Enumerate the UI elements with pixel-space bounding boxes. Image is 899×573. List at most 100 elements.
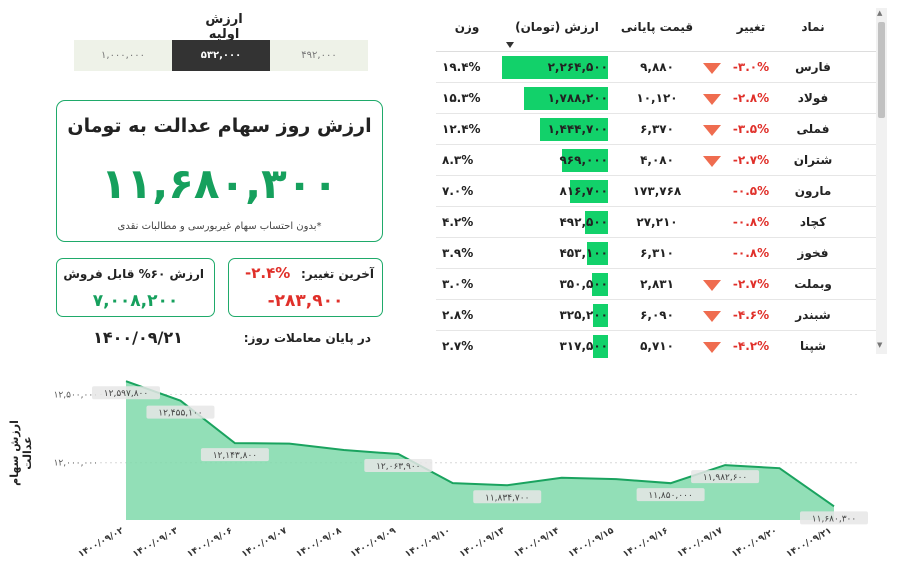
row-symbol[interactable]: فخوز [797,246,829,260]
row-price: ۶,۳۷۰ [640,122,674,136]
row-price: ۲۷,۲۱۰ [636,215,678,229]
row-change: -۳.۰% [732,60,770,74]
row-value: ۳۲۵,۲۰۰ [559,308,608,322]
row-value: ۳۵۰,۵۰۰ [559,277,608,291]
row-symbol[interactable]: کچاد [799,215,827,229]
table-scrollbar-thumb[interactable] [878,22,885,118]
data-label: ۱۱,۸۳۴,۷۰۰ [485,493,529,503]
row-change: -۲.۷% [732,277,770,291]
data-label: ۱۲,۴۵۵,۱۰۰ [158,409,202,419]
sellable-card: ارزش ۶۰% قابل فروش ۷,۰۰۸,۲۰۰ [56,258,215,317]
header-weight[interactable]: وزن [454,20,480,34]
down-arrow-icon [703,63,721,74]
last-change-card: آخرین تغییر: -۲.۴% -۲۸۳,۹۰۰ [228,258,383,317]
header-change[interactable]: تغییر [736,20,766,34]
row-weight: ۱۵.۳% [442,91,481,105]
down-arrow-icon [703,94,721,105]
data-label-box [473,490,542,504]
table-row[interactable]: ۱۲.۴% ۱,۴۴۴,۷۰۰ ۶,۳۷۰ -۳.۵% فملی [436,114,876,145]
row-change: -۰.۸% [732,215,770,229]
row-weight: ۲.۷% [442,339,474,353]
header-value[interactable]: ارزش (تومان) [515,20,599,34]
row-value: ۹۶۹,۰۰۰ [559,153,608,167]
table-row[interactable]: ۷.۰% ۸۱۶,۷۰۰ ۱۷۳,۷۶۸ -۰.۵% مارون [436,176,876,207]
down-arrow-icon [703,280,721,291]
row-symbol[interactable]: فولاد [797,91,829,105]
x-tick-label: ۱۴۰۰/۰۹/۰۲ [77,526,126,560]
row-value: ۲,۲۶۴,۵۰۰ [547,60,608,74]
header-price[interactable]: قیمت پایانی [620,20,694,34]
row-weight: ۱۹.۴% [442,60,481,74]
row-weight: ۱۲.۴% [442,122,481,136]
x-tick-label: ۱۴۰۰/۰۹/۰۹ [349,526,398,560]
down-arrow-icon [703,311,721,322]
row-symbol[interactable]: وبملت [794,277,832,291]
data-label: ۱۲,۰۶۳,۹۰۰ [376,462,420,472]
x-tick-label: ۱۴۰۰/۰۹/۱۷ [676,526,725,560]
row-weight: ۳.۹% [442,246,474,260]
row-symbol[interactable]: شبندر [795,308,831,322]
row-value: ۴۵۳,۱۰۰ [559,246,608,260]
x-tick-label: ۱۴۰۰/۰۹/۲۰ [730,526,779,560]
scroll-down-icon[interactable]: ▼ [877,341,883,349]
x-tick-label: ۱۴۰۰/۰۹/۱۳ [458,526,507,560]
table-row[interactable]: ۴.۲% ۴۹۲,۵۰۰ ۲۷,۲۱۰ -۰.۸% کچاد [436,207,876,238]
data-label-box [800,511,868,525]
x-tick-label: ۱۴۰۰/۰۹/۱۵ [567,526,616,560]
x-tick-label: ۱۴۰۰/۰۹/۰۶ [186,526,235,560]
data-label-box [691,470,760,484]
x-tick-label: ۱۴۰۰/۰۹/۰۳ [131,526,180,560]
table-row[interactable]: ۲.۷% ۳۱۷,۵۰۰ ۵,۷۱۰ -۴.۲% شپنا [436,331,876,360]
row-value-bar [562,149,608,172]
table-row[interactable]: ۱۹.۴% ۲,۲۶۴,۵۰۰ ۹,۸۸۰ -۳.۰% فارس [436,52,876,83]
row-change: -۴.۶% [732,308,770,322]
end-of-trading-date: ۱۴۰۰/۰۹/۲۱ [93,328,183,347]
initial-value-option-532000[interactable]: ۵۳۲,۰۰۰ [172,40,270,71]
header-symbol[interactable]: نماد [801,20,825,34]
down-arrow-icon [703,342,721,353]
data-label-box [364,459,433,473]
initial-value-option-492000[interactable]: ۴۹۲,۰۰۰ [270,40,368,71]
table-row[interactable]: ۸.۳% ۹۶۹,۰۰۰ ۴,۰۸۰ -۲.۷% شتران [436,145,876,176]
row-symbol[interactable]: شپنا [799,339,827,353]
data-label-box [92,386,160,400]
row-price: ۱۰,۱۲۰ [636,91,678,105]
table-row[interactable]: ۱۵.۳% ۱,۷۸۸,۲۰۰ ۱۰,۱۲۰ -۲.۸% فولاد [436,83,876,114]
equity-value-note: *بدون احتساب سهام غیربورسی و مطالبات نقد… [117,221,322,232]
row-value-bar [540,118,608,141]
table-scrollbar[interactable] [876,8,887,354]
down-arrow-icon [703,125,721,136]
last-change-value: -۲۸۳,۹۰۰ [267,291,344,311]
initial-value-option-1000000[interactable]: ۱,۰۰۰,۰۰۰ [74,40,172,71]
row-price: ۴,۰۸۰ [640,153,674,167]
series-line [125,380,835,508]
table-row[interactable]: ۳.۹% ۴۵۳,۱۰۰ ۶,۳۱۰ -۰.۸% فخوز [436,238,876,269]
row-symbol[interactable]: فارس [795,60,831,74]
row-value-bar [593,335,608,358]
row-symbol[interactable]: شتران [793,153,833,167]
sellable-label: ارزش ۶۰% قابل فروش [63,267,204,281]
row-value: ۱,۷۸۸,۲۰۰ [547,91,608,105]
row-price: ۶,۳۱۰ [640,246,674,260]
row-price: ۹,۸۸۰ [640,60,674,74]
table-row[interactable]: ۳.۰% ۳۵۰,۵۰۰ ۲,۸۳۱ -۲.۷% وبملت [436,269,876,300]
row-change: -۲.۷% [732,153,770,167]
equity-value-card: ارزش روز سهام عدالت به تومان ۱۱,۶۸۰,۳۰۰ … [56,100,383,242]
row-symbol[interactable]: فملی [796,122,830,136]
data-label-box [146,405,215,419]
row-price: ۶,۰۹۰ [640,308,674,322]
row-change: -۰.۸% [732,246,770,260]
row-symbol[interactable]: مارون [794,184,832,198]
scroll-up-icon[interactable]: ▲ [877,9,883,17]
row-value-bar [587,242,608,265]
table-row[interactable]: ۲.۸% ۳۲۵,۲۰۰ ۶,۰۹۰ -۴.۶% شبندر [436,300,876,331]
row-value-bar [593,304,608,327]
row-change: -۲.۸% [732,91,770,105]
row-price: ۵,۷۱۰ [640,339,674,353]
last-change-percent: -۲.۴% [245,264,291,282]
row-value: ۴۹۲,۵۰۰ [559,215,608,229]
row-value: ۱,۴۴۴,۷۰۰ [547,122,608,136]
series-area [126,381,834,520]
data-label-box [636,488,705,502]
holdings-table: نماد تغییر قیمت پایانی ارزش (تومان) وزن … [436,8,876,360]
